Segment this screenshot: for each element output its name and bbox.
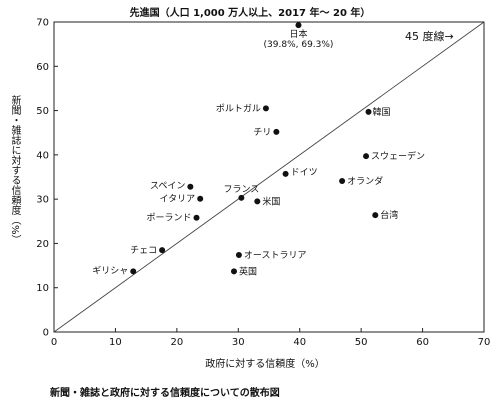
y-tick-label: 20 [36, 239, 49, 250]
data-point [282, 170, 289, 177]
data-point [130, 268, 137, 275]
data-point-label: ポーランド [146, 213, 191, 224]
chart-title: 先進国（人口 1,000 万人以上、2017 年〜 20 年） [129, 8, 371, 19]
data-point-label: ギリシャ [92, 265, 128, 276]
data-point [339, 177, 346, 184]
data-point [197, 195, 204, 202]
data-point-sublabel: (39.8%, 69.3%) [264, 40, 334, 50]
data-point-label: ポルトガル [216, 103, 261, 114]
reference-line-45deg [53, 21, 485, 333]
reference-line-group: 45 度線→ [53, 21, 485, 333]
x-tick-label: 10 [109, 337, 122, 348]
x-tick-label: 0 [51, 337, 57, 348]
x-tick-label: 40 [293, 337, 306, 348]
y-tick-label: 70 [36, 18, 49, 29]
data-point-label: イタリア [160, 194, 196, 205]
data-point [372, 212, 379, 219]
data-point [295, 22, 302, 29]
data-point-label: オーストラリア [244, 250, 307, 261]
y-tick-label: 40 [36, 150, 49, 161]
plot-frame [53, 21, 485, 333]
data-point-label: チェコ [130, 245, 157, 256]
x-tick-label: 30 [232, 337, 245, 348]
data-point [363, 153, 370, 160]
y-tick-label: 30 [36, 195, 49, 206]
data-point-label: 台湾 [380, 209, 398, 221]
data-point [273, 128, 280, 135]
axes [53, 21, 485, 333]
data-points: 日本(39.8%, 69.3%) 韓国 ポルトガルチリスウェーデンドイツオランダスペ… [92, 22, 425, 277]
y-tick-label: 0 [43, 328, 49, 339]
data-point [235, 251, 242, 258]
data-point-label: フランス [223, 184, 259, 195]
y-tick-label: 60 [36, 62, 49, 73]
data-point [365, 108, 372, 115]
data-point-label: スウェーデン [371, 150, 425, 162]
data-point [193, 214, 200, 221]
data-point-label: オランダ [347, 175, 383, 187]
data-point [238, 194, 245, 201]
x-axis-label: 政府に対する信頼度（%） [205, 359, 325, 370]
x-tick-label: 20 [170, 337, 183, 348]
data-point-label: 韓国 [373, 107, 391, 118]
figure-caption: 新聞・雑誌と政府に対する信頼度についての散布図 [50, 388, 280, 399]
data-point-label: ドイツ [291, 168, 318, 178]
x-tick-label: 50 [355, 337, 368, 348]
reference-line-label: 45 度線→ [405, 29, 454, 43]
data-point [187, 183, 194, 190]
data-point-label: スペイン [150, 182, 185, 192]
x-tick-label: 70 [478, 337, 491, 348]
y-tick-label: 10 [36, 283, 49, 294]
tick-labels: 0 10 20 30 40 50 60 70 0 10 20 30 40 50 60 70 [36, 18, 490, 349]
data-point-label: チリ [253, 127, 271, 138]
data-point-label: 米国 [262, 195, 280, 207]
y-tick-label: 50 [36, 106, 49, 117]
data-point [262, 105, 269, 112]
data-point-label: 日本 [289, 28, 307, 40]
data-point [159, 247, 166, 254]
data-point-label: 英国 [239, 265, 257, 277]
y-axis-label: 新聞・雑誌に対する信頼度（%） [9, 95, 20, 245]
x-tick-label: 60 [416, 337, 429, 348]
data-point [230, 268, 237, 275]
data-point [254, 198, 261, 205]
